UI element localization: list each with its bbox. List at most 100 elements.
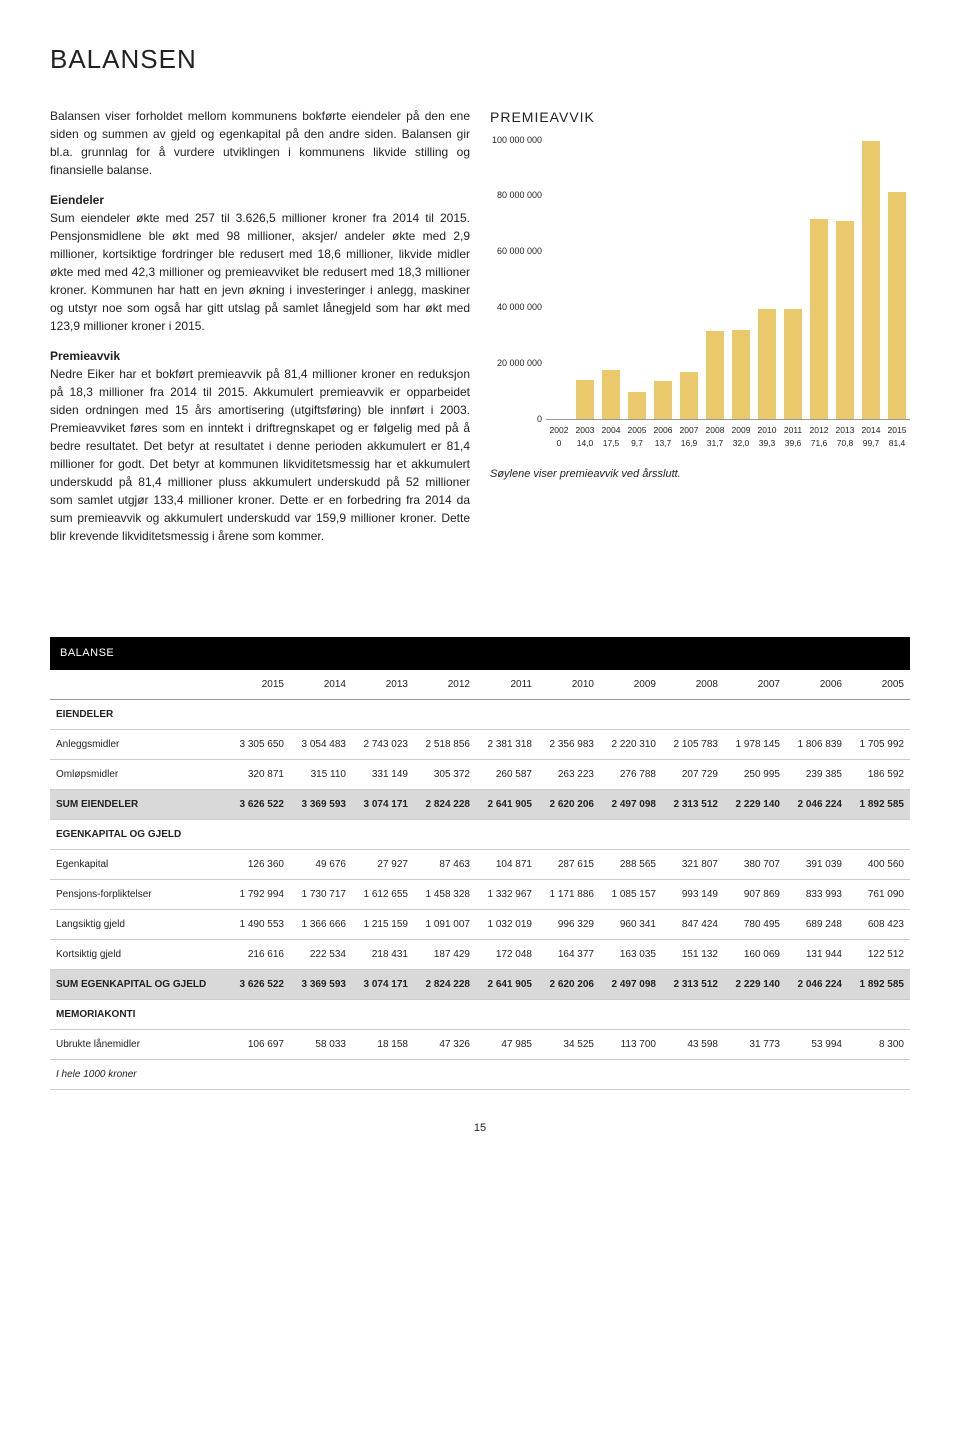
chart-column: PREMIEAVVIK 100 000 00080 000 00060 000 … xyxy=(490,107,910,557)
table-column-header: 2008 xyxy=(662,670,724,700)
table-row: Kortsiktig gjeld216 616222 534218 431187… xyxy=(50,939,910,969)
table-cell: 321 807 xyxy=(662,849,724,879)
chart-bar xyxy=(706,331,724,419)
chart-xvalue: 31,7 xyxy=(702,437,728,450)
table-cell: 287 615 xyxy=(538,849,600,879)
table-cell: 305 372 xyxy=(414,759,476,789)
eiendeler-text: Sum eiendeler økte med 257 til 3.626,5 m… xyxy=(50,211,470,333)
table-column-header: 2013 xyxy=(352,670,414,700)
table-cell: 1 978 145 xyxy=(724,729,786,759)
table-cell: Omløpsmidler xyxy=(50,759,228,789)
table-cell: 3 369 593 xyxy=(290,789,352,819)
eiendeler-heading: Eiendeler xyxy=(50,193,104,207)
chart-xlabel: 2009 xyxy=(728,420,754,437)
table-cell: Ubrukte lånemidler xyxy=(50,1029,228,1059)
table-cell: 47 985 xyxy=(476,1029,538,1059)
table-cell: 608 423 xyxy=(848,909,910,939)
table-row: Langsiktig gjeld1 490 5531 366 6661 215 … xyxy=(50,909,910,939)
table-cell: 2 046 224 xyxy=(786,789,848,819)
chart-bar xyxy=(680,372,698,419)
table-column-header: 2010 xyxy=(538,670,600,700)
table-cell: 113 700 xyxy=(600,1029,662,1059)
balance-table-section: BALANSE 20152014201320122011201020092008… xyxy=(50,637,910,1090)
table-cell: 53 994 xyxy=(786,1029,848,1059)
table-cell: 187 429 xyxy=(414,939,476,969)
premieavvik-heading: Premieavvik xyxy=(50,349,120,363)
table-cell: 761 090 xyxy=(848,879,910,909)
table-cell: 263 223 xyxy=(538,759,600,789)
table-cell: 1 612 655 xyxy=(352,879,414,909)
table-row: Omløpsmidler320 871315 110331 149305 372… xyxy=(50,759,910,789)
table-cell: Anleggsmidler xyxy=(50,729,228,759)
table-cell: 400 560 xyxy=(848,849,910,879)
table-cell: 2 743 023 xyxy=(352,729,414,759)
table-cell: Pensjons-forpliktelser xyxy=(50,879,228,909)
table-cell: 907 869 xyxy=(724,879,786,909)
table-row: Egenkapital126 36049 67627 92787 463104 … xyxy=(50,849,910,879)
chart-xlabel: 2012 xyxy=(806,420,832,437)
table-cell: 8 300 xyxy=(848,1029,910,1059)
table-cell: 2 229 140 xyxy=(724,969,786,999)
table-cell: 260 587 xyxy=(476,759,538,789)
chart-ytick: 80 000 000 xyxy=(490,189,542,203)
table-cell: 239 385 xyxy=(786,759,848,789)
table-cell: 1 490 553 xyxy=(228,909,290,939)
chart-ytick: 100 000 000 xyxy=(490,133,542,147)
body-text-column: Balansen viser forholdet mellom kommunen… xyxy=(50,107,470,557)
table-cell: 1 085 157 xyxy=(600,879,662,909)
chart-xvalue: 39,6 xyxy=(780,437,806,450)
chart-xvalue: 0 xyxy=(546,437,572,450)
chart-xvalue: 99,7 xyxy=(858,437,884,450)
table-cell: 1 366 666 xyxy=(290,909,352,939)
table-cell: 49 676 xyxy=(290,849,352,879)
table-cell: 1 171 886 xyxy=(538,879,600,909)
table-column-header: 2012 xyxy=(414,670,476,700)
table-column-header xyxy=(50,670,228,700)
chart-xvalue: 14,0 xyxy=(572,437,598,450)
chart-bar xyxy=(810,219,828,419)
table-cell: 833 993 xyxy=(786,879,848,909)
chart-xlabel: 2011 xyxy=(780,420,806,437)
table-row: SUM EIENDELER3 626 5223 369 5933 074 171… xyxy=(50,789,910,819)
table-cell: 31 773 xyxy=(724,1029,786,1059)
table-cell: 2 313 512 xyxy=(662,969,724,999)
chart-bar xyxy=(758,309,776,419)
table-cell: 1 091 007 xyxy=(414,909,476,939)
table-cell: 2 381 318 xyxy=(476,729,538,759)
table-cell: 2 641 905 xyxy=(476,789,538,819)
table-cell: 1 806 839 xyxy=(786,729,848,759)
table-cell: 331 149 xyxy=(352,759,414,789)
table-cell: 218 431 xyxy=(352,939,414,969)
table-cell: 2 229 140 xyxy=(724,789,786,819)
table-cell: 380 707 xyxy=(724,849,786,879)
table-cell: 1 032 019 xyxy=(476,909,538,939)
chart-ytick: 0 xyxy=(490,412,542,426)
table-cell: 993 149 xyxy=(662,879,724,909)
table-cell: 2 641 905 xyxy=(476,969,538,999)
chart-xvalue: 32,0 xyxy=(728,437,754,450)
intro-paragraph: Balansen viser forholdet mellom kommunen… xyxy=(50,107,470,179)
chart-bar xyxy=(654,381,672,419)
table-cell: 1 215 159 xyxy=(352,909,414,939)
chart-xvalue: 71,6 xyxy=(806,437,832,450)
chart-bar xyxy=(732,330,750,419)
chart-bar xyxy=(602,370,620,419)
chart-xlabel: 2013 xyxy=(832,420,858,437)
table-cell: 34 525 xyxy=(538,1029,600,1059)
table-footnote: I hele 1000 kroner xyxy=(50,1059,910,1089)
table-cell: 222 534 xyxy=(290,939,352,969)
chart-xlabel: 2010 xyxy=(754,420,780,437)
table-cell: 288 565 xyxy=(600,849,662,879)
chart-xvalue: 13,7 xyxy=(650,437,676,450)
table-cell: 1 730 717 xyxy=(290,879,352,909)
table-cell: 106 697 xyxy=(228,1029,290,1059)
table-cell: 58 033 xyxy=(290,1029,352,1059)
table-cell: 250 995 xyxy=(724,759,786,789)
table-cell: Kortsiktig gjeld xyxy=(50,939,228,969)
chart-xvalue: 81,4 xyxy=(884,437,910,450)
chart-xlabel: 2015 xyxy=(884,420,910,437)
table-cell: 2 105 783 xyxy=(662,729,724,759)
chart-xlabel: 2008 xyxy=(702,420,728,437)
chart-bar xyxy=(576,380,594,419)
table-column-header: 2009 xyxy=(600,670,662,700)
